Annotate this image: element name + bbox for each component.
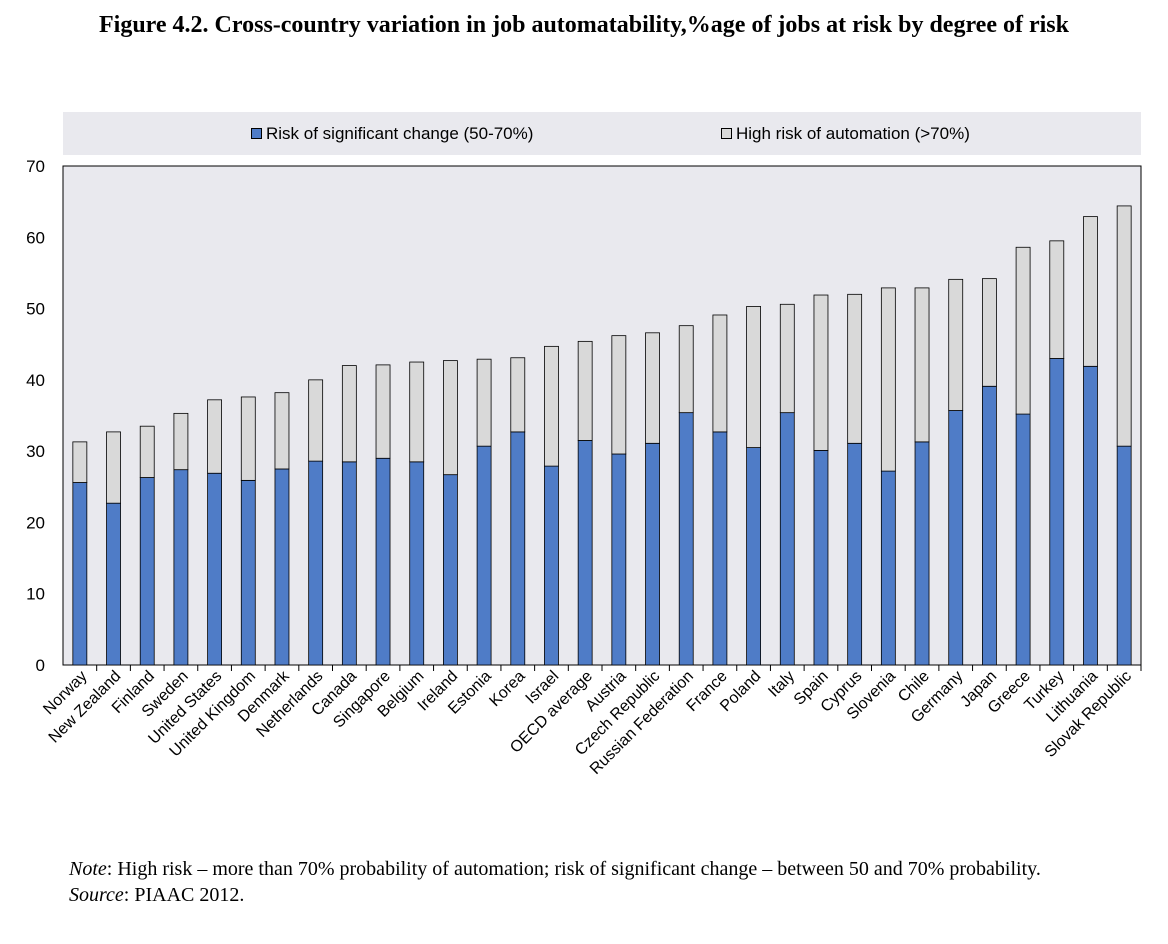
bar-segment-significant-change — [207, 472, 222, 666]
bar-segment-significant-change — [409, 461, 425, 666]
bar-segment-significant-change — [341, 461, 357, 666]
bar-segment-high-risk — [341, 365, 357, 463]
bar-segment-high-risk — [746, 306, 761, 448]
bar-segment-significant-change — [746, 447, 761, 666]
plot-area — [62, 165, 1142, 666]
legend-swatch-blue — [251, 128, 262, 139]
bar-segment-significant-change — [914, 441, 930, 666]
y-tick-label: 30 — [26, 442, 45, 461]
bar-segment-high-risk — [544, 345, 559, 467]
bar-segment-significant-change — [308, 460, 324, 666]
bar-segment-significant-change — [678, 412, 694, 666]
y-tick-label: 20 — [26, 513, 45, 532]
note-label: Note — [69, 858, 107, 880]
bar-segment-significant-change — [443, 474, 458, 666]
bar-segment-significant-change — [611, 453, 627, 666]
bar-segment-high-risk — [274, 392, 290, 470]
bar-segment-high-risk — [577, 340, 593, 441]
bar-segment-significant-change — [544, 465, 559, 666]
bar-segment-high-risk — [645, 332, 660, 444]
source-label: Source — [69, 884, 124, 906]
bar-segment-high-risk — [409, 361, 425, 463]
bar-segment-significant-change — [1015, 413, 1031, 666]
y-tick-label: 10 — [26, 585, 45, 604]
y-tick-label: 70 — [26, 157, 45, 176]
bar-segment-high-risk — [678, 325, 694, 414]
bar-segment-high-risk — [712, 314, 728, 433]
chart-title: Figure 4.2. Cross-country variation in j… — [99, 12, 1069, 38]
bar-segment-high-risk — [510, 357, 526, 433]
bar-segment-significant-change — [880, 470, 896, 666]
bar-segment-high-risk — [982, 278, 997, 387]
bar-segment-significant-change — [72, 482, 88, 666]
source-text: : PIAAC 2012. — [123, 884, 245, 906]
bar-segment-significant-change — [779, 412, 795, 666]
bar-segment-high-risk — [106, 431, 121, 504]
bar-segment-high-risk — [240, 396, 256, 481]
y-tick-label: 60 — [26, 228, 45, 247]
bar-segment-high-risk — [1015, 246, 1031, 415]
bar-segment-significant-change — [510, 431, 526, 666]
bar-segment-significant-change — [1116, 445, 1132, 666]
bar-segment-high-risk — [139, 425, 155, 478]
bar-segment-significant-change — [645, 442, 660, 666]
legend-item-high-risk: High risk of automation (>70%) — [721, 112, 970, 155]
note-line: Note: High risk – more than 70% probabil… — [69, 856, 1129, 882]
bar-segment-high-risk — [813, 294, 829, 451]
bar-segment-high-risk — [1116, 205, 1132, 447]
bar-segment-high-risk — [207, 399, 222, 474]
bar-segment-high-risk — [173, 412, 189, 471]
bar-segment-high-risk — [847, 293, 863, 444]
bar-segment-high-risk — [779, 303, 795, 414]
bar-segment-significant-change — [813, 450, 829, 666]
legend-label-significant-change: Risk of significant change (50-70%) — [266, 123, 534, 143]
note-text: : High risk – more than 70% probability … — [106, 858, 1041, 880]
bar-segment-significant-change — [375, 457, 391, 666]
x-tick-label: Korea — [486, 668, 528, 710]
bar-segment-high-risk — [375, 364, 391, 459]
bar-segment-significant-change — [476, 445, 492, 666]
chart-note: Note: High risk – more than 70% probabil… — [69, 856, 1129, 908]
bar-segment-high-risk — [880, 287, 896, 472]
bar-segment-significant-change — [982, 385, 997, 666]
bar-segment-high-risk — [443, 360, 458, 476]
y-tick-label: 50 — [26, 300, 45, 319]
bar-segment-significant-change — [1049, 358, 1065, 666]
legend-swatch-grey — [721, 128, 732, 139]
bar-segment-significant-change — [577, 440, 593, 666]
bar-segment-high-risk — [611, 335, 627, 455]
bar-segment-high-risk — [1049, 240, 1065, 359]
bar-segment-significant-change — [106, 502, 121, 666]
bar-segment-significant-change — [240, 479, 256, 666]
source-line: Source: PIAAC 2012. — [69, 882, 1129, 908]
legend-label-high-risk: High risk of automation (>70%) — [736, 123, 970, 143]
bar-segment-high-risk — [476, 358, 492, 447]
bar-segment-significant-change — [1083, 365, 1098, 666]
bar-segment-high-risk — [308, 379, 324, 462]
bar-segment-significant-change — [139, 477, 155, 666]
bar-segment-significant-change — [847, 442, 863, 666]
legend-item-significant-change: Risk of significant change (50-70%) — [251, 112, 533, 155]
bar-segment-significant-change — [948, 410, 964, 666]
bar-segment-high-risk — [72, 441, 88, 483]
bar-segment-high-risk — [948, 278, 964, 411]
y-tick-label: 40 — [26, 371, 45, 390]
bar-segment-significant-change — [274, 468, 290, 666]
bar-segment-high-risk — [914, 287, 930, 443]
chart-legend: Risk of significant change (50-70%) High… — [63, 112, 1141, 155]
bar-segment-high-risk — [1083, 216, 1098, 367]
bar-segment-significant-change — [173, 469, 189, 666]
bar-segment-significant-change — [712, 431, 728, 666]
y-tick-label: 0 — [36, 656, 45, 675]
